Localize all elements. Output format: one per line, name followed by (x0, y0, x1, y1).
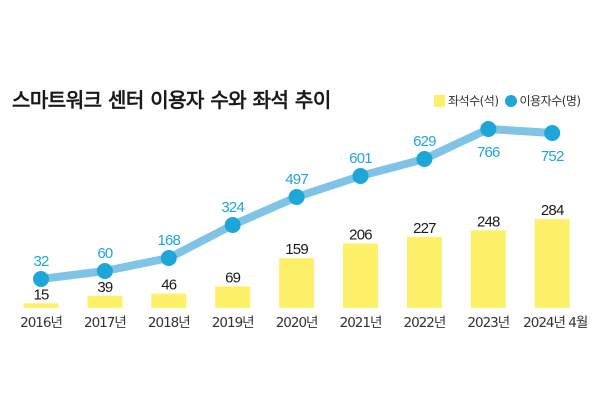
point-users (96, 263, 113, 279)
bar-value-label: 248 (477, 213, 500, 230)
bar-value-label: 159 (285, 241, 308, 258)
point-value-label: 32 (33, 253, 49, 270)
point-value-label: 752 (541, 148, 564, 165)
chart-title: 스마트워크 센터 이용자 수와 좌석 추이 (12, 88, 331, 112)
point-value-label: 324 (221, 199, 244, 216)
x-tick-label: 2018년 (148, 315, 190, 331)
legend: 좌석수(석) 이용자수(명) (434, 92, 581, 109)
point-value-label: 60 (97, 245, 113, 262)
bar-seats (87, 295, 123, 308)
x-tick-label: 2017년 (84, 315, 126, 331)
point-value-label: 629 (413, 133, 436, 150)
bar-value-label: 69 (225, 269, 241, 286)
x-tick-label: 2021년 (340, 315, 382, 331)
bar-seats (406, 236, 442, 308)
bar-value-label: 206 (349, 226, 372, 243)
point-users (288, 189, 305, 205)
bar-value-label: 46 (161, 277, 177, 294)
bar-seats (470, 230, 506, 308)
bar-seats (215, 286, 251, 308)
legend-swatch-users (504, 94, 517, 107)
point-users (416, 151, 433, 167)
bar-seats (343, 243, 378, 308)
x-tick-label: 2020년 (276, 315, 318, 331)
x-tick-label: 2016년 (20, 315, 62, 331)
point-users (480, 121, 497, 137)
x-tick-label: 2022년 (404, 315, 446, 331)
legend-label-seats: 좌석수(석) (448, 94, 499, 108)
point-users (33, 271, 49, 287)
point-users (224, 217, 241, 233)
legend-label-users: 이용자수(명) (519, 94, 582, 108)
x-tick-label: 2019년 (212, 315, 254, 331)
bar-seats (534, 219, 570, 308)
bar-value-label: 39 (97, 279, 113, 296)
bar-value-label: 15 (33, 286, 49, 303)
x-tick-label: 2023년 (467, 315, 509, 331)
point-value-label: 601 (349, 150, 372, 167)
bar-value-label: 227 (413, 220, 436, 237)
point-users (352, 168, 369, 184)
point-users (160, 250, 177, 266)
point-value-label: 766 (477, 144, 500, 161)
bar-seats (279, 258, 315, 308)
x-tick-label: 2024년 4월 (523, 315, 588, 331)
point-users (544, 125, 561, 141)
bar-value-label: 284 (541, 202, 564, 219)
bar-seats (151, 293, 187, 308)
point-value-label: 497 (285, 171, 308, 188)
bar-seats (23, 303, 59, 308)
legend-swatch-seats (434, 94, 445, 107)
point-value-label: 168 (157, 232, 180, 249)
